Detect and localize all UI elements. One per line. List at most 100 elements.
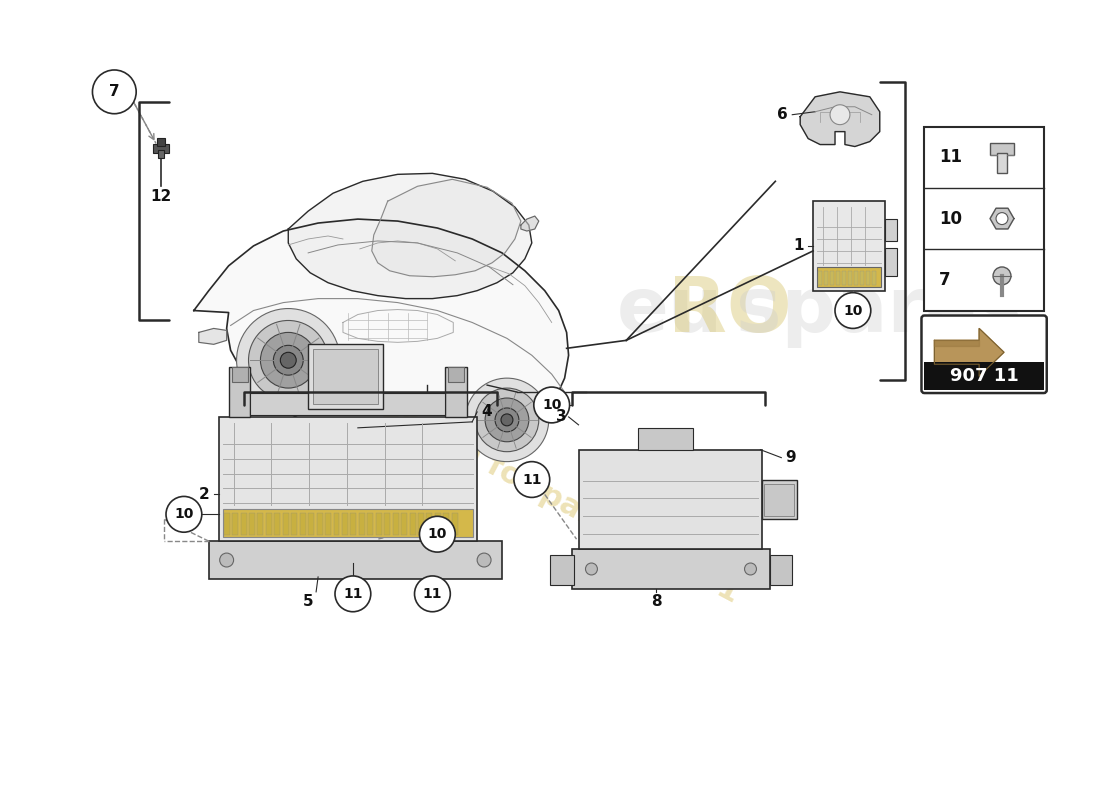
Polygon shape [521,216,539,231]
Bar [997,154,1006,173]
Circle shape [465,378,549,462]
Bar [770,555,792,585]
Circle shape [415,576,450,612]
Bar [990,143,1014,155]
Circle shape [236,309,340,412]
Bar [384,514,390,535]
Text: 1: 1 [793,238,803,254]
Bar [317,514,322,535]
Polygon shape [934,329,1004,376]
Text: eu: eu [616,274,723,347]
Bar [813,201,884,290]
Circle shape [996,213,1008,225]
Bar [283,514,289,535]
Bar [579,450,762,549]
Text: 7: 7 [109,84,120,99]
Bar [229,367,251,417]
Circle shape [336,576,371,612]
Bar [274,514,280,535]
Bar [232,367,248,382]
Text: 10: 10 [174,507,194,522]
Bar [449,367,464,382]
Text: 10: 10 [939,210,962,227]
Bar [872,270,876,285]
Polygon shape [372,179,521,277]
Bar [884,248,896,276]
Bar [209,541,502,579]
Circle shape [495,408,519,432]
Text: 9: 9 [785,450,795,465]
Circle shape [419,516,455,552]
Bar [359,514,365,535]
Text: RO: RO [668,274,792,347]
Circle shape [220,553,233,567]
Bar [854,270,858,285]
Circle shape [993,267,1011,285]
Circle shape [585,563,597,575]
Circle shape [280,352,296,368]
Bar [764,485,794,516]
Bar [222,510,473,537]
Bar [153,143,169,154]
Bar [638,428,693,450]
Polygon shape [199,329,227,344]
Circle shape [500,414,513,426]
Bar [427,514,432,535]
Bar [402,514,407,535]
Bar [762,479,798,519]
Circle shape [477,553,491,567]
Text: 4: 4 [482,405,493,419]
Bar [817,266,881,286]
Bar [924,362,1044,390]
Circle shape [166,497,201,532]
Text: 8: 8 [651,594,661,610]
Text: 3: 3 [557,410,566,424]
Bar [824,270,828,285]
Polygon shape [194,219,569,454]
Bar [434,514,441,535]
Bar [308,344,383,409]
Bar [251,393,446,415]
Bar [326,514,331,535]
Bar [924,126,1044,310]
Text: a passion for parts since 1: a passion for parts since 1 [329,370,745,609]
Bar [342,514,348,535]
Circle shape [745,563,757,575]
Bar [299,514,306,535]
Bar [443,514,449,535]
Polygon shape [800,92,880,146]
Bar [550,555,573,585]
Text: spares: spares [736,274,1022,347]
Circle shape [534,387,570,423]
Bar [860,270,864,285]
Bar [376,514,382,535]
Bar [830,270,834,285]
Text: 10: 10 [428,527,447,541]
Bar [884,219,896,241]
Bar [158,150,164,158]
Circle shape [835,293,871,329]
Bar [314,350,377,404]
Text: 7: 7 [939,271,952,289]
Bar [393,514,398,535]
Bar [848,270,851,285]
Bar [409,514,416,535]
Text: 12: 12 [151,189,172,204]
Circle shape [475,388,539,452]
Bar [351,514,356,535]
Bar [842,270,846,285]
Bar [157,138,165,146]
Circle shape [830,105,850,125]
Bar [257,514,263,535]
Bar [266,514,272,535]
Text: 2: 2 [198,487,209,502]
Circle shape [485,398,529,442]
Bar [292,514,297,535]
Bar [219,417,477,541]
Bar [223,514,230,535]
Bar [446,367,468,417]
Text: 11: 11 [343,587,363,601]
Bar [418,514,424,535]
Text: 11: 11 [939,148,962,166]
Text: 6: 6 [777,107,788,122]
